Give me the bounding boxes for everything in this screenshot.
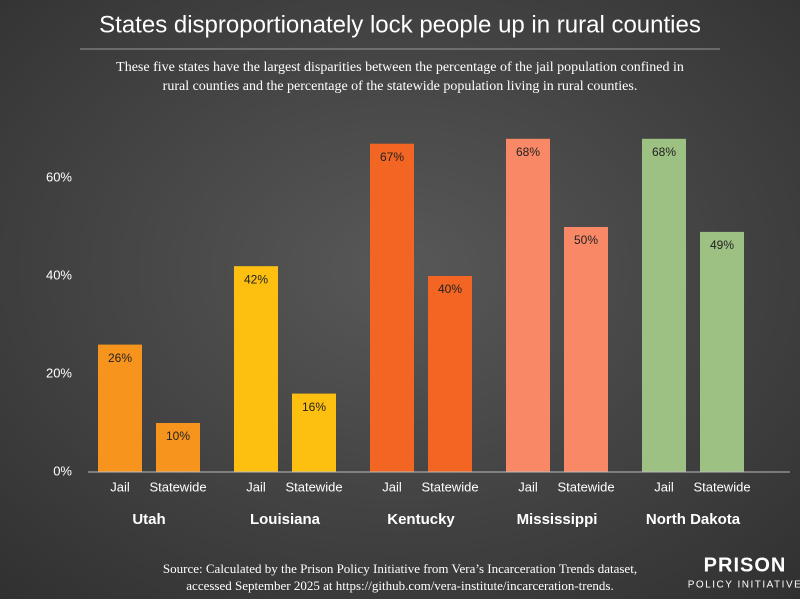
bar bbox=[428, 276, 472, 472]
bar bbox=[506, 138, 550, 473]
bar-label: Jail bbox=[518, 479, 538, 494]
value-label: 26% bbox=[108, 351, 132, 365]
y-tick-label: 20% bbox=[46, 365, 72, 380]
value-label: 49% bbox=[710, 238, 734, 252]
subtitle: rural counties and the percentage of the… bbox=[163, 79, 638, 94]
category-label: Louisiana bbox=[250, 511, 321, 528]
value-label: 10% bbox=[166, 429, 190, 443]
bar-label: Jail bbox=[382, 479, 402, 494]
value-label: 68% bbox=[652, 145, 676, 159]
bar bbox=[292, 393, 336, 472]
value-label: 67% bbox=[380, 150, 404, 164]
bar-label: Statewide bbox=[557, 479, 614, 494]
bar bbox=[564, 227, 608, 472]
chart-title: States disproportionately lock people up… bbox=[99, 11, 701, 38]
bar bbox=[98, 344, 142, 472]
bar-label: Jail bbox=[110, 479, 130, 494]
logo: PRISON bbox=[704, 554, 787, 576]
bar bbox=[700, 231, 744, 472]
value-label: 40% bbox=[438, 282, 462, 296]
category-label: Utah bbox=[132, 511, 165, 528]
source: Source: Calculated by the Prison Policy … bbox=[163, 561, 637, 576]
bar-label: Statewide bbox=[149, 479, 206, 494]
logo: POLICY INITIATIVE bbox=[688, 580, 800, 591]
source: accessed September 2025 at https://githu… bbox=[186, 578, 613, 593]
category-label: Mississippi bbox=[517, 511, 598, 528]
bar-label: Jail bbox=[246, 479, 266, 494]
bar bbox=[156, 423, 200, 472]
bar bbox=[370, 143, 414, 472]
subtitle: These five states have the largest dispa… bbox=[116, 60, 684, 75]
bar-label: Jail bbox=[654, 479, 674, 494]
value-label: 68% bbox=[516, 145, 540, 159]
bar bbox=[642, 138, 686, 473]
bar-label: Statewide bbox=[421, 479, 478, 494]
value-label: 16% bbox=[302, 400, 326, 414]
bar-label: Statewide bbox=[285, 479, 342, 494]
y-tick-label: 60% bbox=[46, 169, 72, 184]
y-tick-label: 0% bbox=[53, 463, 72, 478]
category-label: Kentucky bbox=[387, 511, 455, 528]
bar bbox=[234, 266, 278, 472]
bar-label: Statewide bbox=[693, 479, 750, 494]
y-tick-label: 40% bbox=[46, 267, 72, 282]
category-label: North Dakota bbox=[646, 511, 741, 528]
value-label: 42% bbox=[244, 272, 268, 286]
value-label: 50% bbox=[574, 233, 598, 247]
